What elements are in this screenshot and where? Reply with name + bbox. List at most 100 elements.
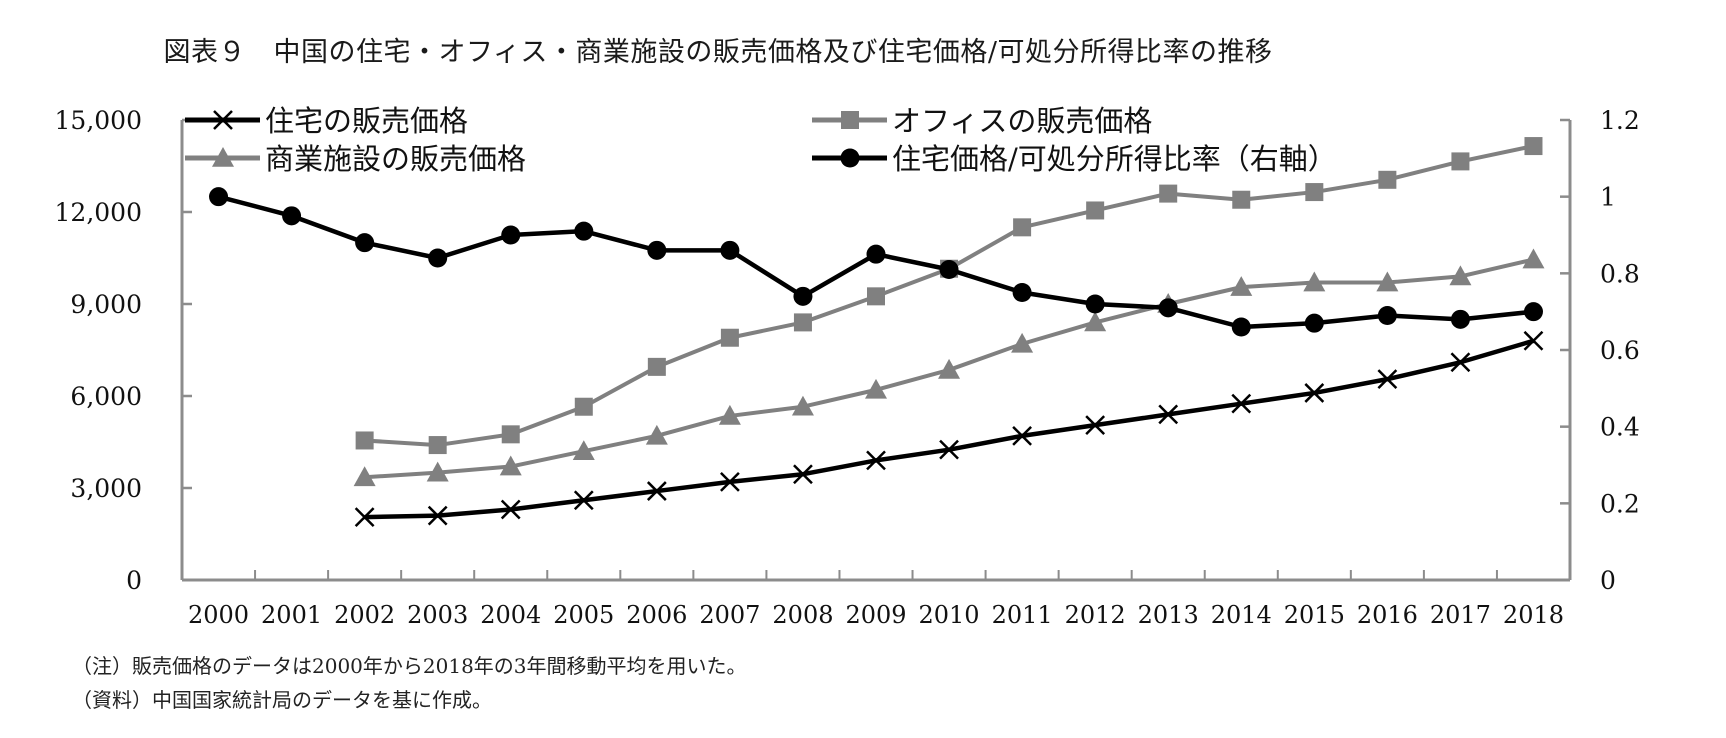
- circle-marker-icon: [1085, 294, 1105, 314]
- circle-marker-icon: [866, 244, 886, 264]
- circle-marker-icon: [647, 240, 667, 260]
- legend-item: 商業施設の販売価格: [185, 142, 526, 176]
- x-marker-icon: [573, 490, 594, 511]
- right-tick-label: 0.4: [1600, 413, 1640, 442]
- x-marker-icon: [646, 481, 667, 501]
- square-marker-icon: [355, 431, 374, 450]
- x-tick-label: 2012: [1065, 601, 1126, 629]
- x-tick-label: 2009: [845, 601, 906, 629]
- triangle-marker-icon: [1376, 271, 1399, 292]
- x-tick-label: 2002: [334, 601, 395, 629]
- chart-title-text: 図表９ 中国の住宅・オフィス・商業施設の販売価格及び住宅価格/可処分所得比率の推…: [163, 37, 1273, 68]
- x-marker-icon: [793, 464, 813, 485]
- axes: 0 3,000 6,000 9,000 12,000 15,000 0 0.2 0.4 0.6 0.…: [55, 106, 1640, 629]
- x-marker-icon: [939, 439, 959, 460]
- circle-marker-icon: [428, 248, 448, 268]
- triangle-marker-icon: [865, 378, 887, 399]
- x-tick-label: 2001: [261, 601, 322, 629]
- circle-marker-icon: [1012, 283, 1032, 302]
- x-tick-label: 2011: [992, 601, 1053, 629]
- circle-marker-icon: [501, 225, 521, 245]
- x-marker-icon: [1523, 330, 1544, 351]
- left-tick-label: 6,000: [70, 382, 142, 411]
- x-tick-label: 2004: [480, 601, 541, 629]
- series-3: [209, 187, 1543, 337]
- x-marker-icon: [1085, 415, 1106, 436]
- left-tick-label: 0: [126, 566, 142, 595]
- triangle-marker-icon: [938, 358, 961, 379]
- x-marker-icon: [1450, 352, 1471, 373]
- square-marker-icon: [867, 287, 885, 306]
- legend-item: 住宅価格/可処分所得比率（右軸）: [812, 142, 1337, 176]
- footnote-source: （資料）中国国家統計局のデータを基に作成。: [72, 688, 492, 712]
- square-marker-icon: [1232, 190, 1251, 209]
- x-tick-label: 2006: [626, 601, 687, 629]
- legend-label: 商業施設の販売価格: [265, 142, 526, 176]
- circle-marker-icon: [574, 221, 594, 241]
- x-tick-label: 2016: [1357, 601, 1418, 629]
- x-marker-icon: [213, 110, 233, 130]
- triangle-marker-icon: [572, 440, 595, 460]
- triangle-marker-icon: [1303, 271, 1326, 292]
- x-marker-icon: [1012, 425, 1032, 446]
- right-tick-label: 1: [1600, 183, 1616, 212]
- triangle-marker-icon: [212, 147, 234, 167]
- triangle-marker-icon: [1522, 248, 1545, 269]
- x-marker-icon: [1231, 393, 1252, 414]
- square-marker-icon: [574, 397, 593, 416]
- left-tick-label: 9,000: [70, 290, 142, 319]
- legend-item: オフィスの販売価格: [812, 104, 1152, 138]
- triangle-marker-icon: [499, 455, 522, 476]
- square-marker-icon: [428, 436, 447, 455]
- chart-title: 図表９ 中国の住宅・オフィス・商業施設の販売価格及び住宅価格/可処分所得比率の推…: [0, 30, 1726, 69]
- circle-marker-icon: [1304, 313, 1324, 333]
- x-tick-label: 2017: [1430, 601, 1491, 629]
- x-marker-icon: [1304, 383, 1325, 403]
- square-marker-icon: [1013, 218, 1032, 237]
- series-layer: [209, 137, 1545, 528]
- x-marker-icon: [1158, 404, 1179, 425]
- x-tick-label: 2003: [407, 601, 468, 629]
- series-0: [354, 330, 1544, 528]
- legend-label: 住宅の販売価格: [265, 104, 468, 138]
- x-marker-icon: [500, 499, 521, 520]
- x-tick-label: 2005: [553, 601, 614, 629]
- triangle-marker-icon: [426, 461, 449, 482]
- circle-marker-icon: [355, 233, 375, 253]
- circle-marker-icon: [1231, 317, 1251, 337]
- left-tick-label: 15,000: [55, 106, 142, 135]
- square-marker-icon: [1305, 183, 1324, 202]
- circle-marker-icon: [720, 240, 740, 260]
- circle-marker-icon: [939, 260, 959, 279]
- x-tick-label: 2010: [919, 601, 980, 629]
- triangle-marker-icon: [645, 424, 668, 445]
- circle-marker-icon: [1523, 302, 1543, 322]
- legend-label: 住宅価格/可処分所得比率（右軸）: [892, 142, 1337, 176]
- circle-marker-icon: [793, 286, 813, 306]
- circle-marker-icon: [1158, 298, 1178, 318]
- x-marker-icon: [427, 505, 448, 526]
- triangle-marker-icon: [353, 466, 376, 487]
- series-1: [355, 137, 1543, 455]
- right-tick-label: 0.2: [1600, 489, 1640, 518]
- x-tick-label: 2015: [1284, 601, 1345, 629]
- left-tick-label: 3,000: [70, 474, 142, 503]
- x-marker-icon: [866, 450, 886, 471]
- triangle-marker-icon: [1084, 311, 1107, 332]
- circle-marker-icon: [1450, 309, 1470, 329]
- circle-marker-icon: [840, 148, 860, 168]
- x-tick-label: 2014: [1211, 601, 1272, 629]
- x-marker-icon: [1377, 369, 1398, 390]
- triangle-marker-icon: [791, 395, 814, 416]
- right-tick-label: 0: [1600, 566, 1616, 595]
- x-tick-label: 2007: [699, 601, 760, 629]
- x-tick-label: 2008: [772, 601, 833, 629]
- square-marker-icon: [1378, 170, 1397, 189]
- left-tick-label: 12,000: [55, 198, 142, 227]
- triangle-marker-icon: [1011, 332, 1034, 353]
- x-tick-label: 2013: [1138, 601, 1199, 629]
- x-marker-icon: [354, 507, 375, 528]
- square-marker-icon: [841, 111, 859, 129]
- legend-label: オフィスの販売価格: [892, 104, 1152, 138]
